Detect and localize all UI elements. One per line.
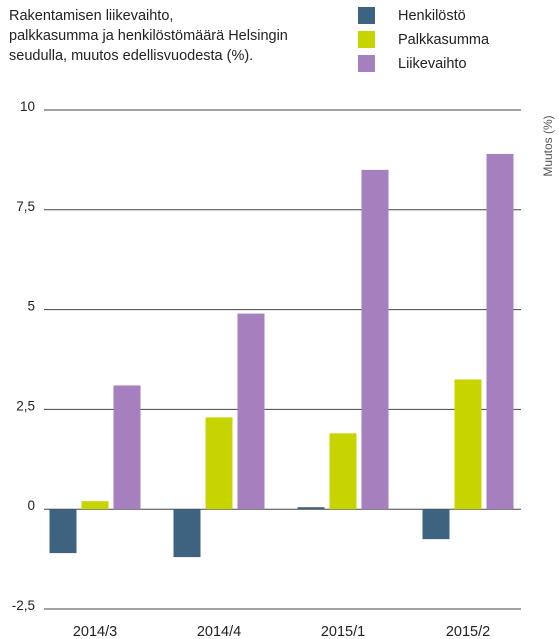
x-category-label: 2014/4 [197,624,241,639]
legend-swatch-liikevaihto [358,55,375,72]
x-category-label: 2015/1 [321,624,365,639]
bar [237,313,265,510]
bar [81,501,109,510]
bar [173,509,201,558]
legend-label-palkkasumma: Palkkasumma [398,32,490,48]
chart-title: Rakentamisen liikevaihto, palkkasumma ja… [9,6,349,66]
bar [49,509,77,554]
y-tick-label: 2,5 [16,398,35,413]
bar [329,433,357,510]
bar [297,507,325,510]
bar [361,169,389,510]
legend-label-henkilosto: Henkilöstö [398,8,466,24]
y-tick-label: 7,5 [16,199,35,214]
y-tick-label: -2,5 [12,598,35,613]
y-tick-label: 0 [27,498,35,513]
bar [422,509,450,540]
bar [113,385,141,510]
x-category-label: 2014/3 [73,624,117,639]
y-tick-label: 5 [27,299,35,314]
bar [486,153,514,510]
chart-title-line-1: Rakentamisen liikevaihto, [9,8,174,24]
bar [454,379,482,510]
y-axis-label: Muutos (%) [541,115,555,176]
bars [49,153,514,558]
y-axis-ticks: -2,5 0 2,5 5 7,5 10 [12,99,35,613]
chart-title-line-3: seudulla, muutos edellisvuodesta (%). [9,48,254,64]
x-category-label: 2015/2 [446,624,490,639]
y-tick-label: 10 [20,99,35,114]
legend-swatch-palkkasumma [358,31,375,48]
bar [205,417,233,510]
legend-label-liikevaihto: Liikevaihto [398,56,467,72]
chart-title-line-2: palkkasumma ja henkilöstömäärä Helsingin [9,28,288,44]
legend-swatch-henkilosto [358,7,375,24]
x-axis-categories: 2014/3 2014/4 2015/1 2015/2 [73,624,490,639]
